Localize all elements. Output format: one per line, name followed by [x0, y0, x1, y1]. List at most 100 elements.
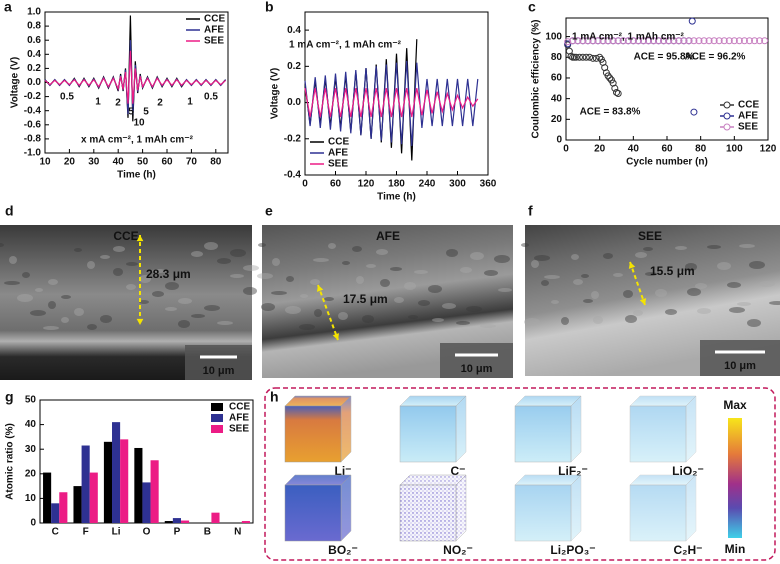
x-tick-label: 10	[39, 157, 51, 168]
data-point	[688, 17, 696, 25]
sem-texture	[286, 276, 294, 282]
y-tick-label: 30	[25, 444, 37, 455]
sem-texture	[677, 271, 691, 275]
sem-texture	[625, 315, 637, 323]
arrow-head	[332, 333, 340, 340]
sem-texture	[87, 261, 95, 269]
data-point	[650, 37, 658, 45]
cube-top	[629, 395, 697, 407]
sem-texture	[299, 324, 315, 330]
arrow-head	[136, 235, 144, 242]
scale-box	[700, 340, 780, 376]
sem-texture	[480, 324, 496, 328]
cube-front	[399, 405, 457, 463]
y-tick-label: 0.2	[27, 63, 41, 74]
data-point	[740, 37, 748, 45]
sem-texture	[633, 310, 643, 316]
sem-texture	[74, 308, 84, 316]
data-point	[715, 37, 723, 45]
colorbar-max: Max	[723, 398, 747, 412]
species-label: BO₂⁻	[328, 543, 358, 557]
y-tick-label: 0.2	[287, 61, 301, 72]
cube-side	[340, 395, 352, 463]
legend-label: SEE	[204, 36, 224, 47]
cube-top	[514, 474, 582, 486]
data-point	[611, 84, 619, 92]
sem-texture	[739, 244, 755, 248]
sem-texture	[635, 252, 647, 258]
sem-texture	[729, 307, 745, 313]
panel-letter: b	[265, 0, 274, 15]
data-point	[582, 53, 590, 61]
y-tick-label: 20	[551, 114, 563, 125]
sem-texture	[737, 302, 751, 306]
y-tick-label: 1.0	[27, 7, 41, 18]
data-point	[619, 37, 627, 45]
sem-texture	[645, 272, 657, 276]
sem-texture	[165, 307, 177, 311]
legend-label: AFE	[229, 413, 249, 424]
bar	[150, 460, 159, 523]
x-tick-label: F	[83, 527, 89, 538]
y-tick-label: -1.0	[24, 148, 42, 159]
sem-texture	[442, 303, 456, 309]
data-point	[725, 37, 733, 45]
legend-label: SEE	[328, 159, 348, 170]
y-axis-label: Voltage (V)	[270, 68, 281, 119]
y-tick-label: 0	[30, 518, 36, 529]
x-tick-label: 80	[695, 144, 707, 155]
sem-texture	[191, 314, 205, 318]
data-point	[690, 108, 698, 116]
sem-texture	[494, 255, 510, 263]
sem-texture	[717, 262, 731, 270]
annotation: 0.5	[60, 92, 74, 103]
y-axis-label: Voltage (V)	[10, 57, 21, 108]
data-point	[720, 37, 728, 45]
sem-texture	[48, 301, 56, 309]
bar	[43, 472, 52, 523]
data-point	[675, 37, 683, 45]
arrow-head	[316, 285, 324, 292]
sem-texture	[35, 288, 43, 292]
bar	[142, 482, 151, 523]
sem-texture	[74, 248, 82, 252]
legend-swatch	[211, 403, 223, 411]
data-point	[700, 37, 708, 45]
cube-side	[340, 474, 352, 542]
sem-texture	[380, 279, 390, 287]
sem-texture	[43, 326, 59, 330]
sem-texture	[581, 274, 589, 278]
y-tick-label: 50	[25, 395, 37, 406]
species-label: NO₂⁻	[443, 543, 473, 557]
sem-texture	[300, 294, 308, 298]
sem-texture	[428, 285, 442, 293]
scale-label: 10 μm	[461, 363, 493, 375]
scale-label: 10 μm	[724, 360, 756, 372]
y-tick-label: 0	[556, 135, 562, 146]
data-point	[594, 37, 602, 45]
cube-top	[284, 395, 352, 407]
data-point	[613, 88, 620, 96]
sem-texture	[165, 282, 179, 290]
y-tick-label: -0.2	[24, 91, 42, 102]
annotation: 2	[115, 98, 121, 109]
annotation: 1 mA cm⁻², 1 mAh cm⁻²	[289, 40, 402, 51]
data-point	[710, 37, 718, 45]
sem-texture	[655, 289, 667, 297]
data-point	[586, 53, 594, 61]
sem-texture	[139, 275, 151, 283]
data-point	[655, 37, 663, 45]
thickness-label: 17.5 μm	[343, 292, 388, 306]
bar	[73, 486, 82, 523]
x-tick-label: 0	[302, 179, 308, 190]
y-tick-label: -0.4	[24, 105, 42, 116]
sem-texture	[204, 305, 220, 311]
cube-side	[570, 395, 582, 463]
sem-texture	[390, 267, 402, 271]
series-line	[304, 87, 479, 118]
cube-front	[629, 405, 687, 463]
sem-texture	[61, 317, 69, 323]
sem-texture	[414, 270, 428, 274]
cube-front	[629, 484, 687, 542]
panel-letter: c	[528, 0, 536, 15]
